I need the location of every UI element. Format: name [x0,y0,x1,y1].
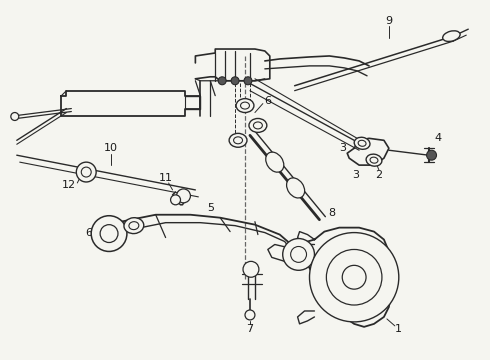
Circle shape [427,150,437,160]
Text: 2: 2 [375,170,383,180]
Circle shape [81,167,91,177]
Circle shape [244,77,252,85]
Text: 7: 7 [246,324,253,334]
Text: 1: 1 [395,324,402,334]
Circle shape [243,261,259,277]
Circle shape [291,247,307,262]
Ellipse shape [366,154,382,166]
Text: 5: 5 [207,203,214,213]
Text: 11: 11 [159,173,172,183]
Ellipse shape [370,157,378,163]
Ellipse shape [358,140,366,146]
Text: 3: 3 [339,143,346,153]
Text: 12: 12 [62,180,76,190]
Circle shape [91,216,127,251]
Circle shape [231,77,239,85]
Ellipse shape [354,137,370,149]
Circle shape [283,239,315,270]
Circle shape [326,249,382,305]
Ellipse shape [442,31,460,41]
Circle shape [342,265,366,289]
Ellipse shape [229,133,247,147]
Ellipse shape [234,137,243,144]
Circle shape [171,195,180,205]
Circle shape [176,189,191,203]
Circle shape [218,77,226,85]
Circle shape [11,113,19,121]
Text: 3: 3 [353,170,360,180]
Circle shape [245,310,255,320]
Text: 9: 9 [385,16,392,26]
Text: 6: 6 [86,228,93,238]
Circle shape [310,233,399,322]
Ellipse shape [266,152,284,172]
Text: 4: 4 [435,133,442,143]
Ellipse shape [249,118,267,132]
Circle shape [100,225,118,243]
Ellipse shape [287,178,305,198]
Text: 8: 8 [328,208,335,218]
Text: 6: 6 [264,96,271,105]
Circle shape [76,162,96,182]
Ellipse shape [241,102,249,109]
Text: 10: 10 [104,143,118,153]
Ellipse shape [124,218,144,234]
Ellipse shape [236,99,254,113]
Ellipse shape [129,222,139,230]
Ellipse shape [253,122,262,129]
